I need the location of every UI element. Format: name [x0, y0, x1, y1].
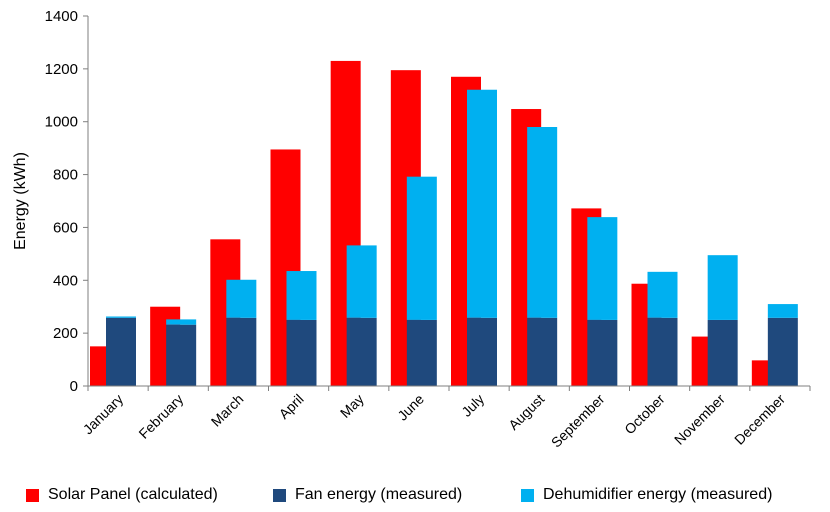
legend-item-dehumidifier: Dehumidifier energy (measured) [521, 486, 772, 504]
x-tick-label: April [276, 391, 307, 422]
y-axis-title: Energy (kWh) [12, 152, 29, 250]
bar-dehumidifier-november [707, 255, 738, 320]
bar-chart: 0 200 400 600 800 1000 1200 1400 January February… [12, 8, 811, 451]
x-tick-label: November [671, 391, 728, 448]
x-tick-label: October [621, 391, 668, 438]
bar-dehumidifier-february [166, 319, 197, 325]
y-tick-label: 1000 [45, 114, 78, 131]
bar-dehumidifier-december [767, 304, 798, 318]
x-tick-label: May [337, 391, 367, 421]
bar-fan-october [647, 317, 678, 386]
x-tick-label: July [458, 391, 487, 420]
y-tick-label: 1200 [45, 61, 78, 78]
legend-item-solar: Solar Panel (calculated) [26, 486, 218, 504]
bar-dehumidifier-june [406, 176, 437, 320]
bar-fan-february [166, 324, 197, 386]
x-tick-label: March [208, 391, 247, 430]
y-tick-label: 600 [53, 219, 78, 236]
bar-fan-april [286, 319, 317, 386]
legend-swatch-fan [273, 488, 286, 502]
legend-label-solar: Solar Panel (calculated) [48, 486, 218, 503]
y-tick-label: 400 [53, 272, 78, 289]
legend: Solar Panel (calculated) Fan energy (mea… [0, 482, 830, 508]
y-tick-label: 800 [53, 167, 78, 184]
bar-fan-november [707, 319, 738, 386]
bar-fan-june [406, 319, 437, 386]
bar-fan-january [106, 317, 136, 386]
x-tick-label: December [731, 391, 788, 448]
legend-swatch-dehumidifier [521, 488, 534, 502]
legend-label-dehumidifier: Dehumidifier energy (measured) [543, 486, 773, 503]
legend-label-fan: Fan energy (measured) [295, 486, 463, 503]
bar-dehumidifier-august [527, 127, 558, 318]
y-tick-label: 0 [70, 378, 78, 395]
y-tick-label: 1400 [45, 8, 78, 25]
bar-dehumidifier-april [286, 271, 317, 320]
bar-dehumidifier-january [106, 316, 136, 318]
bar-fan-december [767, 317, 798, 386]
x-tick-label: June [394, 391, 427, 424]
bar-fan-september [587, 319, 618, 386]
bar-dehumidifier-september [587, 217, 618, 320]
x-tick-label: September [548, 391, 608, 451]
bar-fan-august [527, 317, 558, 386]
x-tick-label: January [80, 391, 127, 438]
bar-fan-march [226, 317, 257, 386]
y-tick-label: 200 [53, 325, 78, 342]
legend-swatch-solar [26, 488, 39, 502]
bar-fan-may [346, 317, 377, 386]
bar-fan-july [467, 317, 497, 386]
bar-dehumidifier-october [647, 271, 678, 318]
bar-dehumidifier-july [467, 89, 497, 318]
legend-item-fan: Fan energy (measured) [273, 486, 462, 504]
bar-dehumidifier-may [346, 245, 377, 318]
bar-dehumidifier-march [226, 279, 257, 318]
x-tick-label: August [505, 391, 547, 433]
x-tick-label: February [135, 391, 186, 442]
